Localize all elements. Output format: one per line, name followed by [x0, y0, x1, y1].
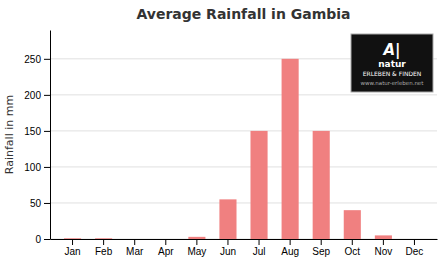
x-tick-label: Dec [406, 246, 424, 257]
y-tick-label: 100 [24, 162, 41, 173]
x-tick: Mar [126, 239, 144, 257]
bar [250, 131, 267, 239]
grid-line [50, 94, 437, 95]
x-tick: Jul [253, 239, 266, 257]
y-axis: 0 50 100 150 200 250 [24, 31, 50, 245]
x-tick: Apr [158, 239, 174, 257]
x-tick: Jan [64, 239, 80, 257]
x-tick-mark [165, 239, 166, 245]
x-axis-line [51, 239, 438, 240]
y-tick-label: 150 [24, 126, 41, 137]
x-tick-label: May [187, 246, 206, 257]
x-tick-mark [227, 239, 228, 245]
x-tick: Oct [345, 239, 361, 257]
y-tick: 50 [30, 198, 50, 209]
x-tick-label: Apr [158, 246, 174, 257]
y-tick-mark [44, 59, 50, 60]
bar [157, 239, 174, 240]
bar [64, 238, 81, 239]
bar [282, 59, 299, 239]
x-tick-label: Feb [95, 246, 113, 257]
bar [375, 235, 392, 239]
x-tick-mark [103, 239, 104, 245]
y-tick: 100 [24, 162, 50, 173]
title: Average Rainfall in Gambia [136, 6, 350, 22]
annotation: natur [378, 59, 406, 69]
x-tick-label: Oct [345, 246, 361, 257]
y-tick-mark [44, 239, 50, 240]
logo: A|naturERLEBEN & FINDEN www.natur-erleben… [351, 34, 433, 92]
grid-line [50, 166, 437, 167]
x-tick-mark [259, 239, 260, 245]
x-tick-label: Jul [253, 246, 266, 257]
bar [406, 239, 423, 240]
y-tick: 250 [24, 54, 50, 65]
x-axis: Jan Feb Mar Apr May Jun Jul Aug Sep Oct Nov Dec [51, 239, 438, 257]
bar [188, 237, 205, 239]
chart: Jan Feb Mar Apr May Jun Jul Aug Sep Oct Nov Dec 0 50 1… [0, 0, 447, 261]
x-tick: May [187, 239, 206, 257]
x-tick: Nov [374, 239, 392, 257]
x-tick-label: Nov [374, 246, 392, 257]
grid-line [50, 202, 437, 203]
x-tick-mark [321, 239, 322, 245]
y-tick-mark [44, 131, 50, 132]
x-tick-label: Jun [220, 246, 236, 257]
x-tick: Sep [312, 239, 330, 257]
x-tick-label: Mar [126, 246, 144, 257]
y-tick-label: 0 [35, 234, 41, 245]
grid [50, 59, 437, 239]
annotation: ERLEBEN & FINDEN [363, 70, 422, 77]
y-tick-mark [44, 167, 50, 168]
x-tick-mark [414, 239, 415, 245]
x-tick-mark [383, 239, 384, 245]
bars [64, 59, 392, 239]
annotation: A| [382, 41, 400, 60]
x-tick-mark [134, 239, 135, 245]
y-axis-line [50, 31, 51, 240]
x-tick: Feb [95, 239, 113, 257]
bar [313, 131, 330, 239]
x-tick-mark [196, 239, 197, 245]
bar [344, 210, 361, 239]
bar [219, 199, 236, 239]
x-tick-label: Aug [281, 246, 299, 257]
y-tick: 150 [24, 126, 50, 137]
y-tick-mark [44, 95, 50, 96]
x-tick-label: Sep [312, 246, 330, 257]
x-tick-mark [290, 239, 291, 245]
y-tick-label: 250 [24, 54, 41, 65]
x-tick: Aug [281, 239, 299, 257]
bar [126, 239, 143, 240]
y-tick-mark [44, 203, 50, 204]
y-tick: 200 [24, 90, 50, 101]
y-tick-label: 50 [30, 198, 42, 209]
grid-line [50, 130, 437, 131]
y-tick-label: 200 [24, 90, 41, 101]
logo-box [351, 34, 433, 92]
x-tick-label: Jan [64, 246, 80, 257]
x-tick-mark [72, 239, 73, 245]
bar [95, 238, 112, 239]
x-tick: Jun [220, 239, 236, 257]
x-tick-mark [352, 239, 353, 245]
y-tick: 0 [35, 234, 50, 245]
x-tick: Dec [406, 239, 424, 257]
annotation: www.natur-erleben.net [361, 80, 425, 86]
y-axis-title: Rainfall in mm [3, 95, 16, 174]
